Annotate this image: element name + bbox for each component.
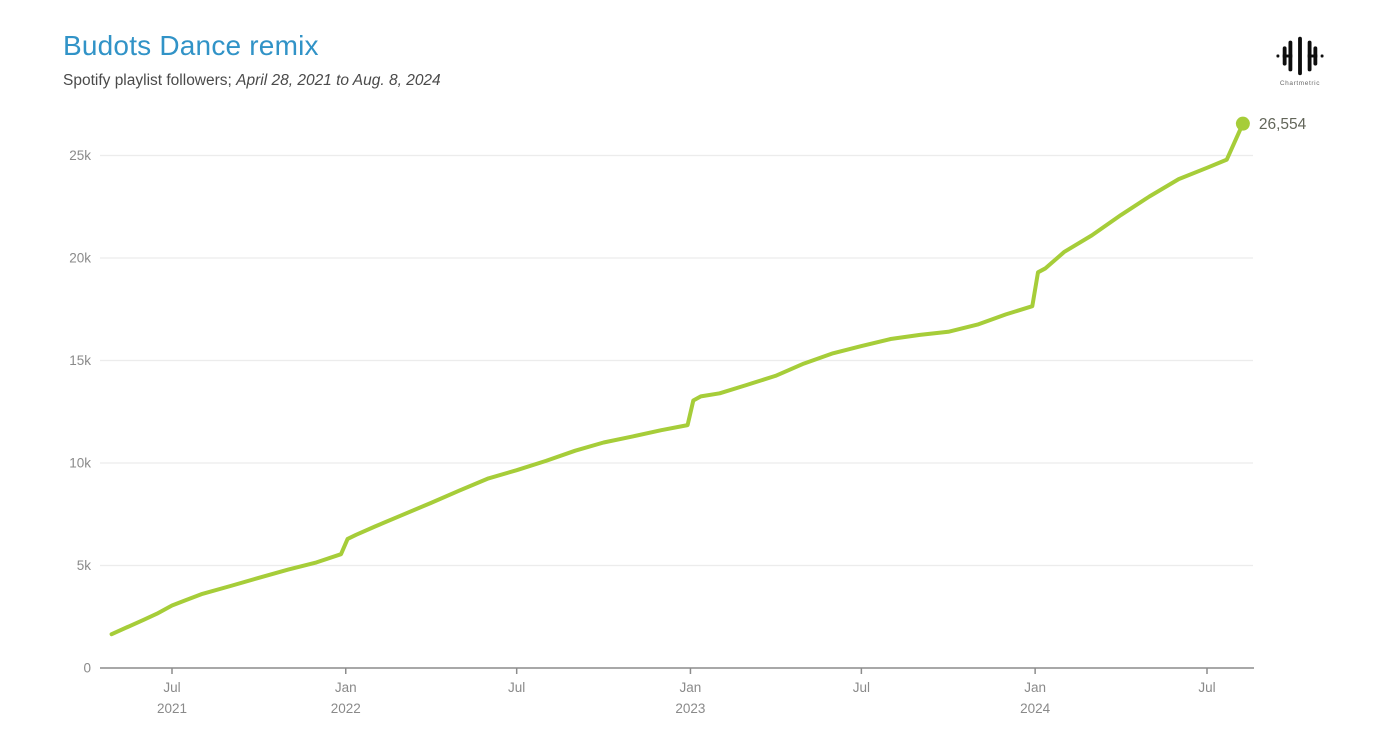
- chartmetric-logo: Chartmetric: [1268, 36, 1332, 87]
- x-axis-label-month: Jul: [508, 680, 525, 695]
- x-axis-label-month: Jan: [1024, 680, 1046, 695]
- x-axis-label-month: Jul: [853, 680, 870, 695]
- x-axis-label-month: Jul: [163, 680, 180, 695]
- y-axis-label-0: 0: [83, 661, 91, 676]
- x-axis-label-year: 2023: [675, 701, 705, 716]
- subtitle-metric-label: Spotify playlist followers;: [63, 72, 237, 90]
- followers-series-line: [109, 121, 1245, 637]
- chartmetric-logo-text: Chartmetric: [1279, 80, 1321, 87]
- latest-value-label: 26,554: [1259, 116, 1307, 133]
- page-title: Budots Dance remix: [63, 30, 319, 61]
- y-axis-label-15k: 15k: [69, 353, 91, 368]
- latest-point-dot: [1235, 116, 1250, 131]
- chart-subtitle: Spotify playlist followers; April 28, 20…: [63, 72, 441, 91]
- x-axis-label-month: Jul: [1198, 680, 1215, 695]
- x-axis-label-year: 2024: [1020, 701, 1051, 716]
- x-axis-label-year: 2021: [157, 701, 187, 716]
- y-axis-label-5k: 5k: [77, 558, 92, 573]
- y-axis-label-25k: 25k: [69, 148, 91, 163]
- chart-header: Budots Dance remix Spotify playlist foll…: [63, 30, 441, 91]
- y-axis-label-10k: 10k: [69, 456, 91, 471]
- x-axis-label-month: Jan: [335, 680, 357, 695]
- x-axis-label-year: 2022: [331, 701, 361, 716]
- chartmetric-logo-icon: [1276, 36, 1324, 76]
- subtitle-date-range: April 28, 2021 to Aug. 8, 2024: [236, 72, 441, 90]
- x-axis-label-month: Jan: [680, 680, 702, 695]
- y-axis-label-20k: 20k: [69, 251, 91, 266]
